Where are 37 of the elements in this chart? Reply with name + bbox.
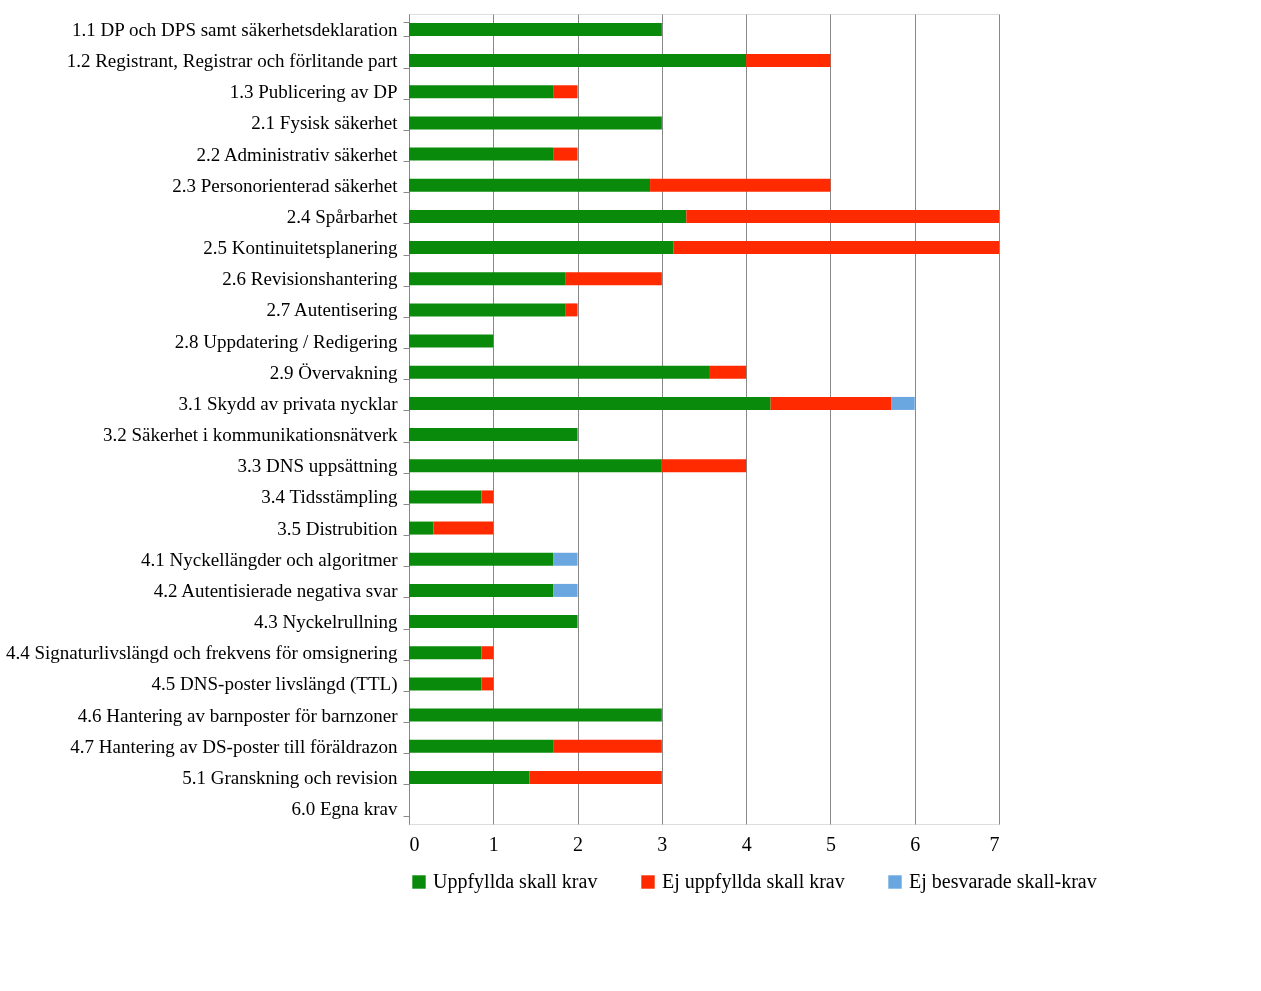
legend-label: Uppfyllda skall krav bbox=[433, 870, 598, 893]
y-tick-label: 4.4 Signaturlivslängd och frekvens för omsignering bbox=[5, 642, 398, 664]
y-tick-label: 2.6 Revisionshantering bbox=[222, 268, 398, 290]
y-tick-label: 3.3 DNS uppsättning bbox=[237, 455, 398, 477]
y-tick-label: 4.2 Autentisierade negativa svar bbox=[153, 579, 399, 601]
x-tick-label: 1 bbox=[488, 832, 499, 855]
y-tick-label: 4.6 Hantering av barnposter för barnzoner bbox=[77, 704, 399, 726]
x-tick-label: 2 bbox=[573, 832, 584, 855]
x-tick-label: 7 bbox=[989, 832, 1000, 855]
y-tick-label: 4.1 Nyckellängder och algoritmer bbox=[141, 548, 399, 570]
x-tick-label: 3 bbox=[657, 832, 668, 855]
y-tick-label: 3.5 Distrubition bbox=[277, 517, 398, 539]
y-tick-label: 3.2 Säkerhet i kommunikationsnätverk bbox=[103, 424, 398, 446]
y-tick-label: 2.4 Spårbarhet bbox=[286, 205, 399, 227]
y-tick-label: 1.2 Registrant, Registrar och förlitande part bbox=[66, 50, 399, 72]
y-tick-label: 1.1 DP och DPS samt säkerhetsdeklaration bbox=[72, 18, 398, 40]
legend-label: Ej uppfyllda skall krav bbox=[662, 870, 845, 893]
y-tick-label: 3.4 Tidsstämpling bbox=[261, 486, 398, 508]
y-tick-label: 2.2 Administrativ säkerhet bbox=[196, 143, 399, 165]
y-tick-label: 2.9 Övervakning bbox=[269, 361, 398, 383]
legend-label: Ej besvarade skall-krav bbox=[909, 870, 1097, 893]
y-tick-label: 2.3 Personorienterad säkerhet bbox=[172, 174, 399, 196]
x-tick-label: 6 bbox=[910, 832, 921, 855]
y-tick-label: 2.1 Fysisk säkerhet bbox=[251, 112, 399, 134]
y-tick-label: 2.7 Autentisering bbox=[266, 299, 398, 321]
y-tick-label: 4.5 DNS-poster livslängd (TTL) bbox=[151, 673, 398, 696]
y-tick-label: 3.1 Skydd av privata nycklar bbox=[178, 392, 399, 414]
y-tick-label: 4.7 Hantering av DS-poster till föräldrazon bbox=[70, 735, 398, 757]
y-tick-label: 2.8 Uppdatering / Redigering bbox=[174, 330, 398, 352]
x-tick-label: 5 bbox=[825, 832, 836, 855]
y-tick-label: 1.3 Publicering av DP bbox=[229, 81, 398, 103]
y-tick-label: 5.1 Granskning och revision bbox=[182, 766, 398, 788]
x-tick-label: 0 bbox=[409, 832, 420, 855]
x-tick-label: 4 bbox=[741, 832, 752, 855]
y-tick-label: 2.5 Kontinuitetsplanering bbox=[203, 237, 398, 259]
y-tick-label: 6.0 Egna krav bbox=[291, 798, 398, 820]
y-tick-label: 4.3 Nyckelrullning bbox=[253, 611, 398, 633]
